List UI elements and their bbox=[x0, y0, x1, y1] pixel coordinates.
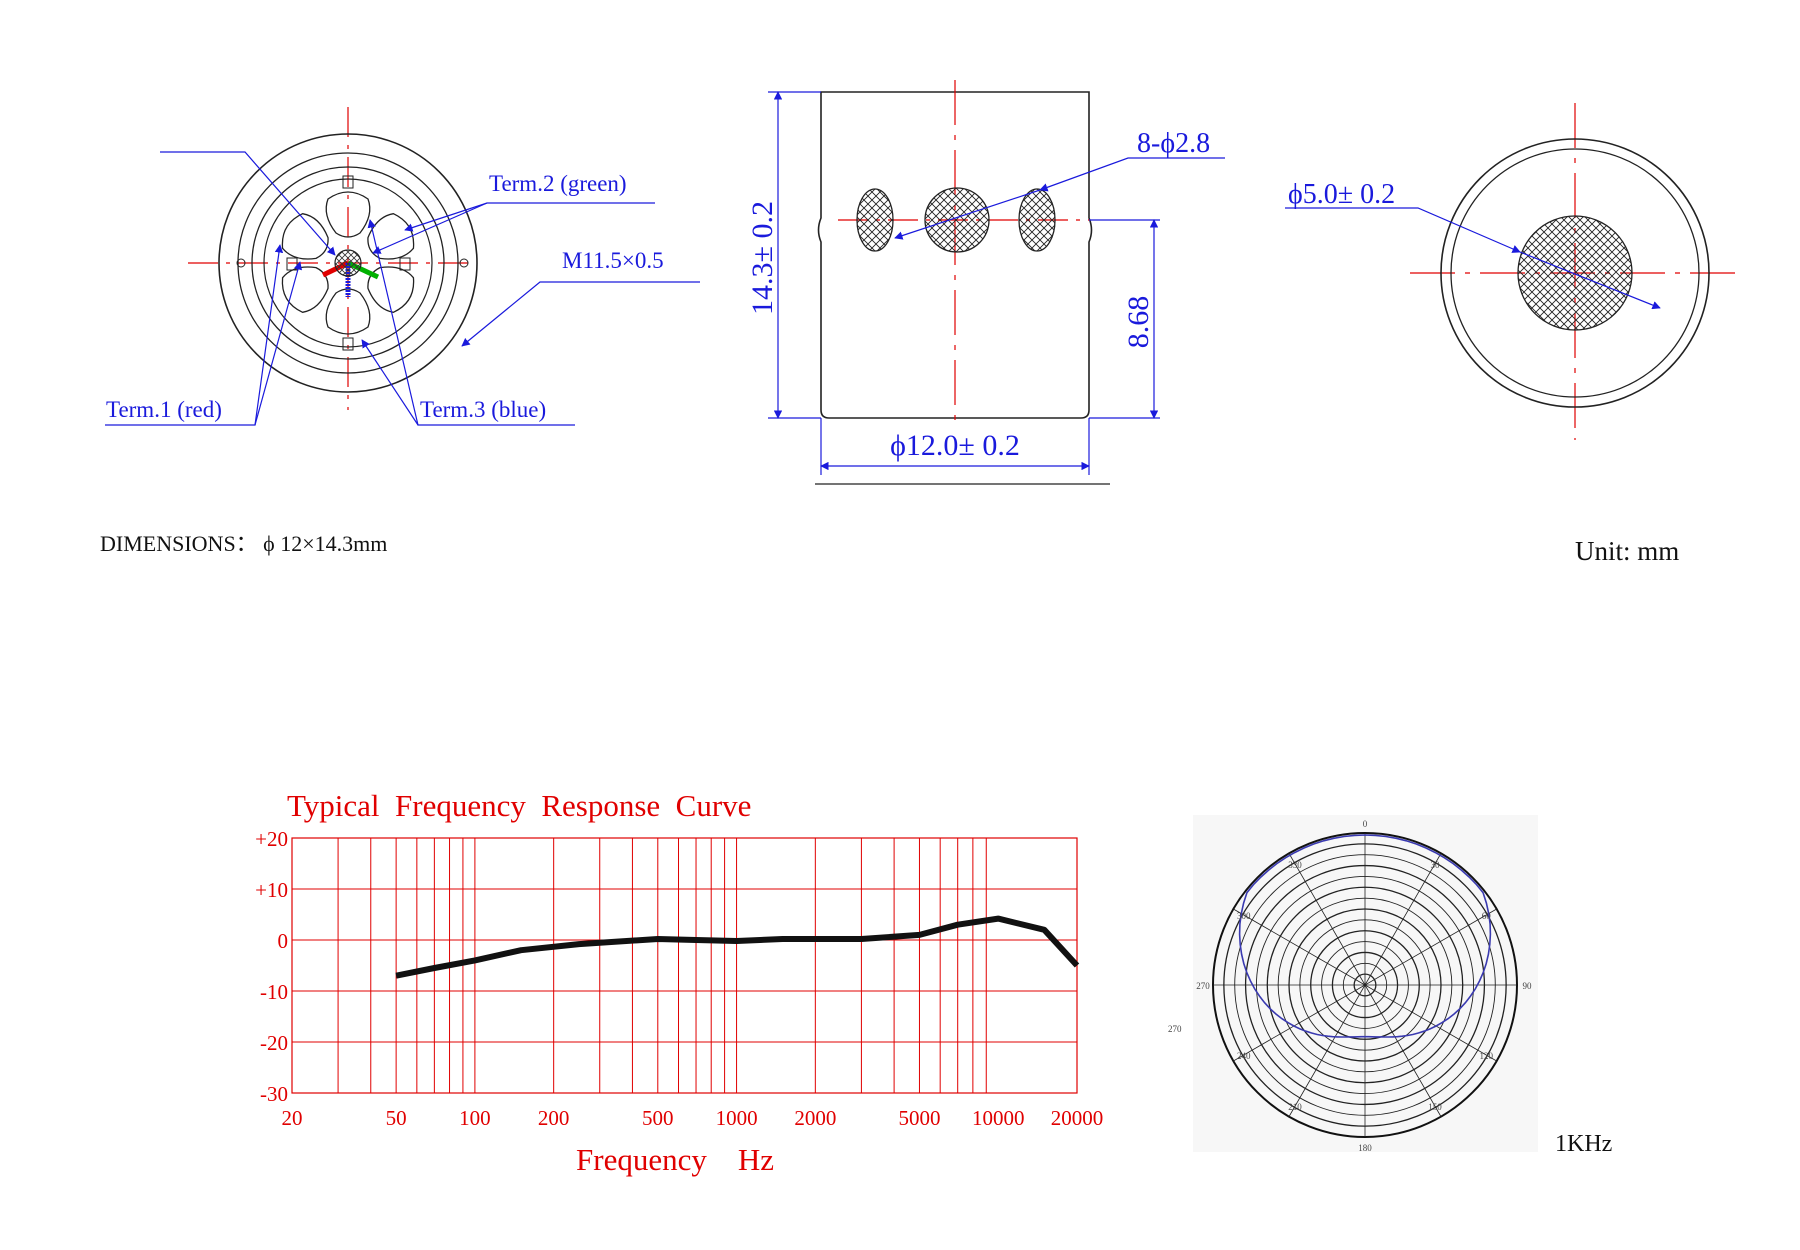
pad-bottom bbox=[342, 337, 354, 351]
polar-pattern: 0 30 60 90 120 150 180 210 240 270 300 330 270 1KHz bbox=[1168, 815, 1612, 1157]
front-outer-rim bbox=[218, 133, 478, 393]
side-hole-center bbox=[924, 187, 990, 253]
term2-label: Term.2 (green) bbox=[489, 171, 627, 196]
response-curve-group bbox=[395, 915, 1080, 979]
unit-text: Unit: mm bbox=[1575, 536, 1679, 566]
polar-grid bbox=[1212, 832, 1518, 1138]
center-leader bbox=[160, 151, 336, 256]
polar-spoke bbox=[1364, 984, 1442, 1117]
y-tick-label: -30 bbox=[260, 1082, 288, 1106]
side-hole-left bbox=[856, 188, 894, 252]
polar-angle-label: 120 bbox=[1479, 1051, 1493, 1061]
polar-spoke bbox=[1288, 853, 1366, 986]
polar-spoke bbox=[1364, 853, 1442, 986]
height-label: 14.3± 0.2 bbox=[746, 201, 779, 315]
term2-leader-b bbox=[372, 202, 488, 254]
front-center-capsule bbox=[334, 249, 362, 277]
front-thread-ring bbox=[237, 152, 459, 374]
pad-right bbox=[399, 257, 411, 271]
response-curve bbox=[395, 915, 1080, 979]
x-tick-label: 2000 bbox=[794, 1106, 836, 1130]
polar-angle-label: 270 bbox=[1196, 981, 1210, 991]
polar-angle-labels: 0 30 60 90 120 150 180 210 240 270 300 330 bbox=[1196, 819, 1532, 1153]
term3-label: Term.3 (blue) bbox=[420, 397, 546, 422]
x-tick-label: 200 bbox=[538, 1106, 570, 1130]
polar-spoke bbox=[1364, 908, 1497, 986]
term1-leader-b bbox=[254, 261, 303, 426]
polar-angle-label: 0 bbox=[1363, 819, 1368, 829]
pcb-lobe-1 bbox=[325, 191, 371, 238]
x-tick-label: 20000 bbox=[1051, 1106, 1104, 1130]
y-tick-label: 0 bbox=[278, 929, 289, 953]
y-tick-label: -20 bbox=[260, 1031, 288, 1055]
polar-spoke bbox=[1233, 984, 1366, 1062]
y-tick-label: +20 bbox=[255, 827, 288, 851]
polar-angle-label: 90 bbox=[1523, 981, 1533, 991]
side-view: 8-ϕ2.8 14.3± 0.2 8.68 ϕ12.0± 0.2 bbox=[746, 80, 1225, 485]
polar-angle-label: 30 bbox=[1431, 860, 1441, 870]
x-tick-label: 1000 bbox=[716, 1106, 758, 1130]
frequency-response-chart: Typical Frequency Response Curve +20 +10 0… bbox=[255, 788, 1103, 1177]
rear-outer-rim bbox=[1440, 138, 1710, 408]
polar-spoke bbox=[1233, 908, 1366, 986]
y-tick-labels: +20 +10 0 -10 -20 -30 bbox=[255, 827, 288, 1106]
y-tick-label: +10 bbox=[255, 878, 288, 902]
rear-inner-rim bbox=[1450, 148, 1700, 398]
thread-label: M11.5×0.5 bbox=[562, 248, 664, 273]
dimensions-text: DIMENSIONS： ϕ 12×14.3mm bbox=[100, 531, 387, 556]
x-tick-label: 5000 bbox=[898, 1106, 940, 1130]
front-pcb-ring bbox=[263, 178, 433, 348]
polar-spoke bbox=[1364, 984, 1497, 1062]
term1-label: Term.1 (red) bbox=[106, 397, 222, 422]
polar-stray-label: 270 bbox=[1168, 1024, 1182, 1034]
polar-angle-label: 210 bbox=[1288, 1102, 1302, 1112]
x-axis-label: Frequency Hz bbox=[576, 1142, 774, 1177]
side-hole-right bbox=[1018, 188, 1056, 252]
holes-label: 8-ϕ2.8 bbox=[1137, 128, 1210, 159]
rear-sound-port bbox=[1517, 215, 1633, 331]
polar-frequency-label: 1KHz bbox=[1555, 1131, 1612, 1157]
chart-plot-frame bbox=[291, 837, 1078, 1094]
pcb-lobe-3 bbox=[367, 266, 415, 313]
x-tick-label: 500 bbox=[642, 1106, 674, 1130]
holes-leader-b bbox=[894, 189, 1041, 240]
diameter-label: ϕ12.0± 0.2 bbox=[890, 429, 1020, 462]
x-tick-label: 50 bbox=[386, 1106, 407, 1130]
hole-height-label: 8.68 bbox=[1122, 296, 1155, 349]
polar-spoke bbox=[1288, 984, 1366, 1117]
port-label: ϕ5.0± 0.2 bbox=[1288, 179, 1395, 210]
term3-leader-b bbox=[361, 339, 419, 426]
pad-top bbox=[342, 175, 354, 189]
pcb-lobe-6 bbox=[281, 213, 329, 260]
y-tick-label: -10 bbox=[260, 980, 288, 1004]
mount-hole-right bbox=[459, 258, 469, 268]
x-tick-labels: 20 50 100 200 500 1000 2000 5000 10000 20000 bbox=[282, 1106, 1104, 1130]
polar-angle-label: 60 bbox=[1482, 911, 1492, 921]
mount-hole-left bbox=[236, 258, 246, 268]
x-tick-label: 20 bbox=[282, 1106, 303, 1130]
holes-leader bbox=[1039, 157, 1225, 192]
polar-angle-label: 300 bbox=[1237, 911, 1251, 921]
x-tick-label: 10000 bbox=[972, 1106, 1025, 1130]
pcb-lobe-5 bbox=[281, 266, 329, 313]
polar-pickup-pattern bbox=[1238, 834, 1492, 1038]
pcb-lobe-4 bbox=[325, 288, 371, 335]
polar-angle-label: 330 bbox=[1288, 860, 1302, 870]
front-view: Term.2 (green) M11.5×0.5 Term.1 (red) Te… bbox=[105, 107, 700, 426]
chart-grid bbox=[291, 837, 1078, 1094]
port-leader bbox=[1285, 207, 1521, 253]
polar-angle-label: 180 bbox=[1358, 1143, 1372, 1153]
rear-view: ϕ5.0± 0.2 bbox=[1285, 103, 1740, 440]
chart-title: Typical Frequency Response Curve bbox=[287, 788, 751, 823]
port-leader-b bbox=[1519, 251, 1661, 310]
term3-leader-a bbox=[367, 219, 575, 426]
capsule-body bbox=[817, 91, 1093, 419]
thread-leader bbox=[461, 281, 700, 347]
x-tick-label: 100 bbox=[459, 1106, 491, 1130]
polar-angle-label: 240 bbox=[1237, 1051, 1251, 1061]
front-inner-ring bbox=[251, 166, 445, 360]
polar-angle-label: 150 bbox=[1428, 1102, 1442, 1112]
